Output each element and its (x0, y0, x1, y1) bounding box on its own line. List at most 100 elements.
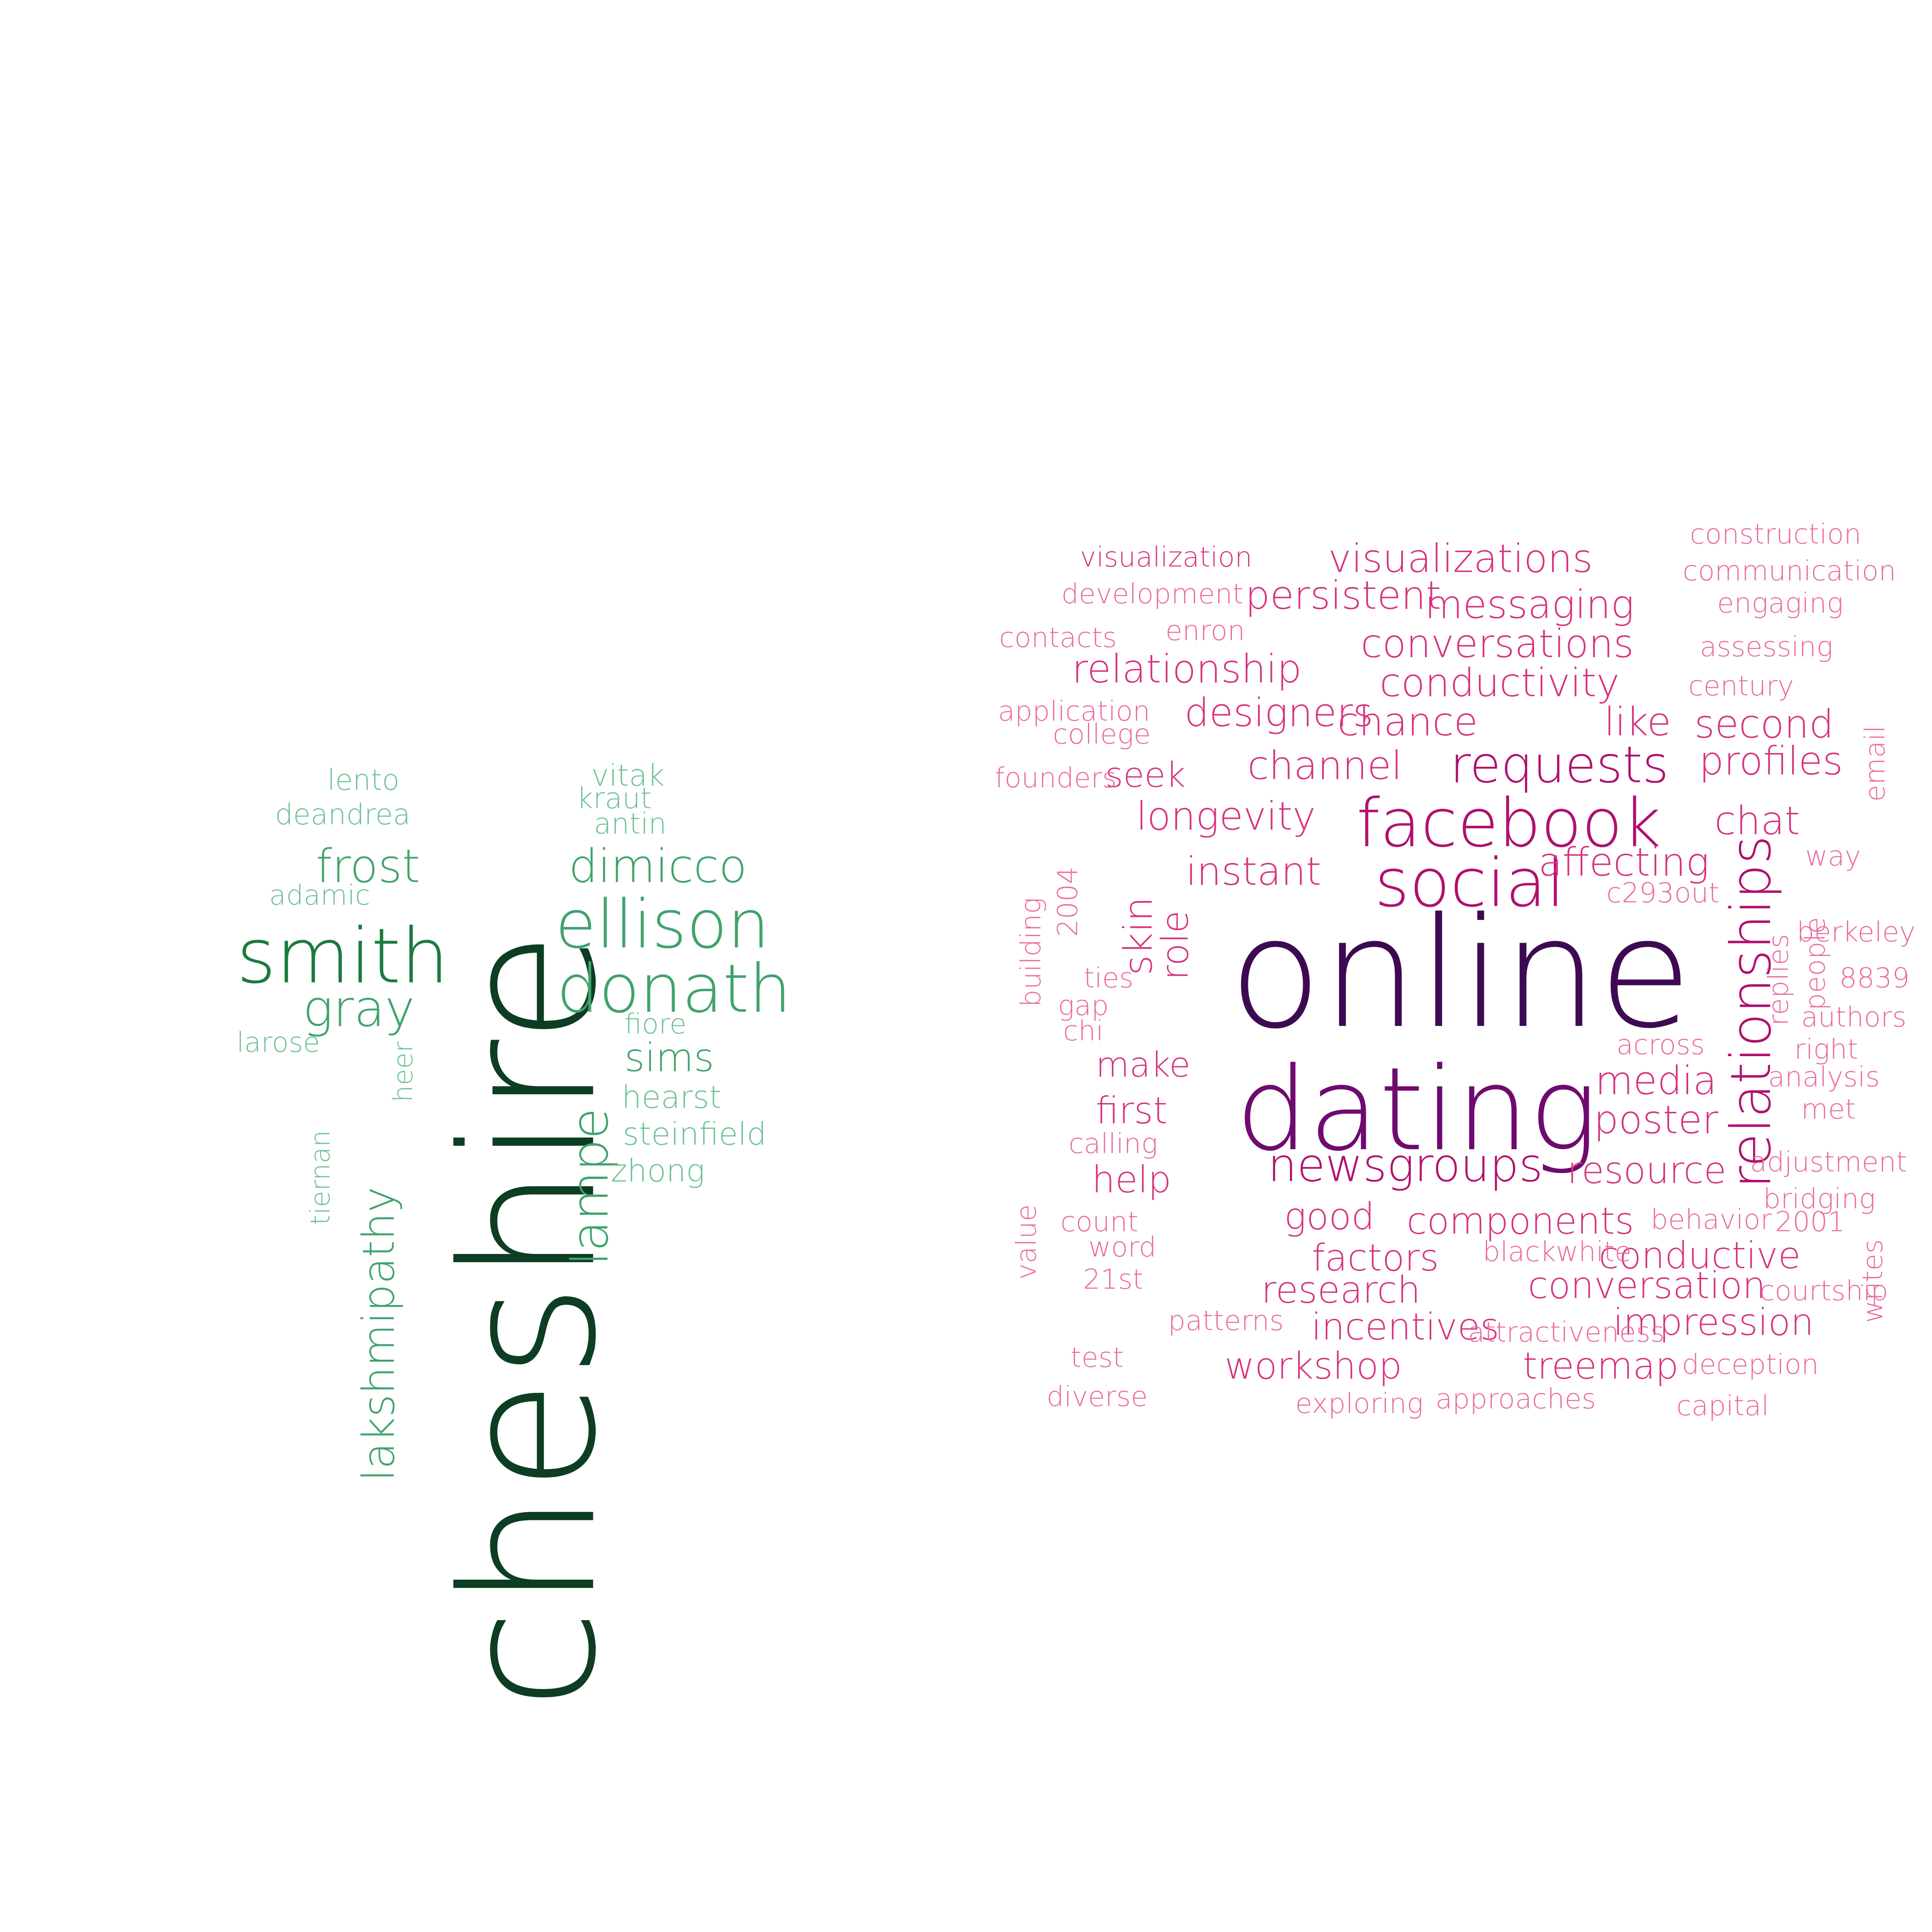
right-word-visualization: visualization (1080, 541, 1253, 574)
left-word-sims: sims (625, 1035, 714, 1081)
left-word-lento: lento (328, 763, 400, 797)
right-word-enron: enron (1165, 615, 1245, 647)
right-word-courtship: courtship (1760, 1275, 1888, 1307)
right-word-conversation: conversation (1528, 1264, 1765, 1307)
right-word-ties: ties (1084, 962, 1133, 995)
right-word-relationships: relationships (1719, 835, 1783, 1189)
right-word-word: word (1088, 1231, 1156, 1264)
right-word-poster: poster (1594, 1098, 1719, 1143)
right-word-century: century (1688, 670, 1794, 702)
right-word-incentives: incentives (1311, 1305, 1500, 1348)
right-word-deception: deception (1682, 1349, 1819, 1381)
right-word-right: right (1794, 1034, 1858, 1066)
right-word-2001: 2001 (1775, 1206, 1846, 1238)
right-word-like: like (1604, 700, 1671, 745)
right-word-met: met (1801, 1093, 1856, 1126)
left-word-deandrea: deandrea (275, 798, 410, 831)
right-word-conductive: conductive (1598, 1234, 1800, 1277)
right-word-diverse: diverse (1046, 1381, 1148, 1413)
left-word-tiernan: tiernan (305, 1130, 336, 1225)
right-word-visualizations: visualizations (1328, 536, 1593, 582)
right-word-test: test (1070, 1342, 1123, 1374)
right-word-persistent: persistent (1245, 573, 1441, 619)
right-word-calling: calling (1069, 1128, 1158, 1160)
right-word-analysis: analysis (1768, 1061, 1880, 1093)
right-word-bridging: bridging (1763, 1183, 1875, 1215)
right-word-conductivity: conductivity (1380, 661, 1620, 706)
right-word-profiles: profiles (1699, 739, 1843, 784)
left-word-antin: antin (594, 807, 667, 840)
right-word-development: development (1061, 578, 1243, 610)
right-word-8839: 8839 (1840, 962, 1910, 995)
left-word-dimicco: dimicco (569, 839, 747, 893)
left-word-smith: smith (236, 912, 449, 1000)
right-word-21st: 21st (1083, 1264, 1143, 1296)
right-word-construction: construction (1690, 518, 1861, 551)
right-word-blackwhite: blackwhite (1483, 1236, 1631, 1268)
right-word-channel: channel (1248, 743, 1402, 789)
right-word-second: second (1694, 702, 1834, 748)
left-word-zhong: zhong (611, 1153, 705, 1190)
right-word-research: research (1261, 1269, 1420, 1311)
right-word-workshop: workshop (1225, 1345, 1402, 1387)
right-word-resource: resource (1567, 1149, 1726, 1192)
right-word-behavior: behavior (1650, 1204, 1772, 1236)
right-word-capital: capital (1676, 1390, 1769, 1422)
right-word-social: social (1374, 845, 1564, 922)
right-word-components: components (1407, 1200, 1634, 1242)
right-word-approaches: approaches (1436, 1383, 1596, 1415)
right-word-engaging: engaging (1717, 587, 1843, 620)
right-word-patterns: patterns (1168, 1305, 1284, 1337)
right-word-good: good (1284, 1195, 1375, 1238)
right-word-impression: impression (1613, 1301, 1814, 1344)
left-word-kraut: kraut (577, 782, 652, 815)
right-word-count: count (1060, 1206, 1138, 1238)
left-word-hearst: hearst (622, 1080, 722, 1116)
right-word-media: media (1595, 1058, 1717, 1104)
left-word-frost: frost (316, 839, 420, 893)
right-word-way: way (1805, 840, 1861, 873)
right-word-berkeley: berkeley (1797, 916, 1915, 949)
left-word-gray: gray (303, 979, 415, 1038)
left-word-steinfield: steinfield (623, 1116, 767, 1153)
left-word-fiore: fiore (625, 1008, 687, 1041)
right-word-exploring: exploring (1295, 1388, 1423, 1420)
left-word-donath: donath (557, 950, 791, 1028)
right-word-across: across (1616, 1029, 1705, 1061)
right-word-writes: writes (1857, 1239, 1889, 1323)
right-word-contacts: contacts (999, 622, 1117, 654)
left-word-adamic: adamic (269, 880, 370, 912)
right-word-instant: instant (1186, 849, 1321, 895)
right-word-affecting: affecting (1538, 840, 1709, 886)
right-word-adjustment: adjustment (1750, 1146, 1907, 1179)
right-word-people: people (1800, 917, 1832, 1010)
right-word-value: value (1011, 1204, 1043, 1280)
right-word-conversations: conversations (1361, 621, 1634, 667)
right-word-authors: authors (1801, 1001, 1907, 1034)
right-word-factors: factors (1312, 1236, 1439, 1279)
right-word-assessing: assessing (1700, 631, 1833, 663)
right-word-designers: designers (1184, 690, 1374, 736)
right-word-first: first (1096, 1089, 1167, 1132)
right-word-chat: chat (1714, 799, 1800, 844)
right-word-chi: chi (1063, 1015, 1104, 1047)
right-word-facebook: facebook (1357, 785, 1661, 862)
right-word-help: help (1092, 1158, 1172, 1201)
left-word-ellison: ellison (555, 886, 770, 964)
left-word-cheshire: cheshire (423, 931, 637, 1710)
right-word-role: role (1154, 910, 1196, 980)
right-word-longevity: longevity (1136, 794, 1316, 840)
right-word-2004: 2004 (1052, 867, 1084, 937)
left-word-lampe: lampe (560, 1108, 619, 1266)
right-word-email: email (1859, 725, 1892, 801)
right-word-online: online (1229, 885, 1692, 1062)
right-word-college: college (1053, 719, 1151, 751)
right-word-gap: gap (1058, 990, 1109, 1022)
right-word-messaging: messaging (1425, 582, 1634, 628)
left-word-larose: larose (236, 1027, 320, 1059)
right-word-founders: founders (995, 762, 1117, 794)
right-word-make: make (1096, 1045, 1190, 1085)
